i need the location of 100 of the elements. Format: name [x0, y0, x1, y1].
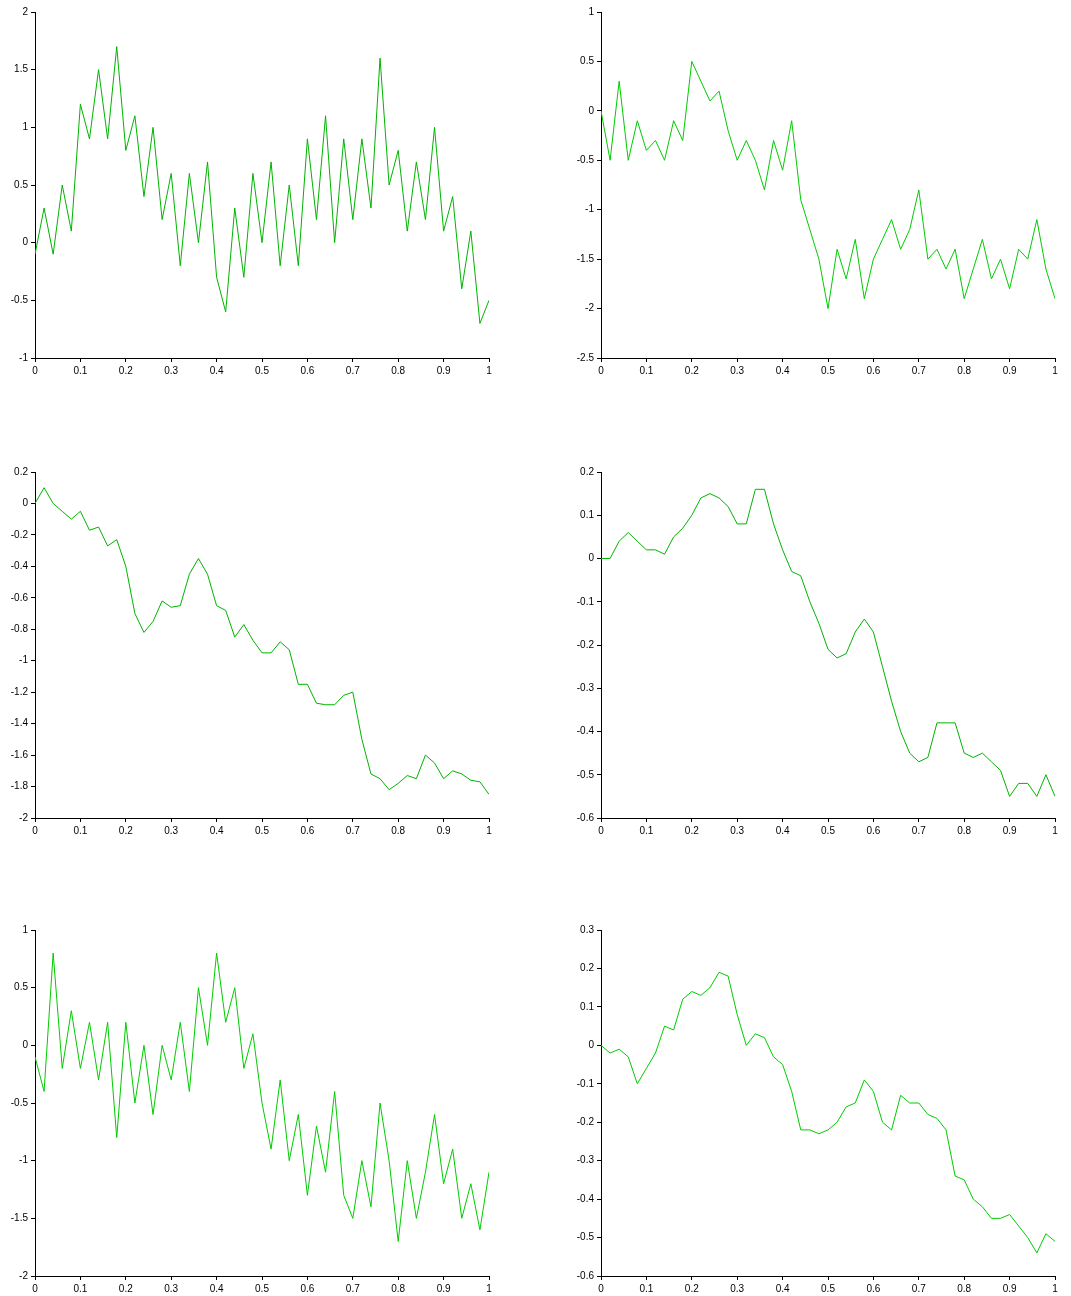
- y-tick-label: -0.5: [10, 294, 29, 306]
- x-tick-label: 0.4: [775, 824, 790, 836]
- x-tick-label: 0.2: [684, 824, 700, 836]
- x-tick-label: 0.7: [345, 1282, 361, 1294]
- y-tick-label: -0.3: [576, 1154, 595, 1166]
- x-tick-label: 0.6: [300, 364, 315, 376]
- y-tick-label: -0.4: [576, 725, 595, 737]
- x-tick-label: 0.7: [911, 364, 927, 376]
- x-tick-label: 1: [1052, 824, 1059, 836]
- y-tick-label: -0.2: [576, 1115, 595, 1127]
- x-tick-label: 0.3: [164, 364, 179, 376]
- y-tick-label: 0: [22, 497, 29, 509]
- x-tick-label: 0.7: [345, 824, 361, 836]
- x-tick-label: 0.1: [73, 364, 88, 376]
- y-tick-label: -0.6: [576, 1269, 595, 1281]
- x-tick-label: 0.7: [911, 1282, 927, 1294]
- x-tick-label: 0.2: [118, 364, 134, 376]
- x-tick-label: 0: [32, 1282, 39, 1294]
- y-tick-label: -0.1: [576, 1077, 595, 1089]
- y-tick-label: 0.2: [580, 465, 595, 477]
- y-tick-label: -2: [19, 811, 29, 823]
- x-tick-label: 0.1: [73, 1282, 88, 1294]
- x-tick-label: 0.9: [436, 824, 451, 836]
- y-tick-label: 0: [22, 236, 29, 248]
- x-tick-label: 0.5: [255, 364, 270, 376]
- y-tick-label: -0.5: [10, 1096, 29, 1108]
- x-tick-label: 0.2: [684, 364, 700, 376]
- x-tick-label: 0.8: [391, 824, 406, 836]
- y-tick-label: -1.5: [10, 1212, 29, 1224]
- y-tick-label: 0: [588, 1039, 595, 1051]
- y-tick-label: -1.2: [10, 685, 29, 697]
- x-tick-label: 0.2: [118, 1282, 134, 1294]
- y-tick-label: 0.1: [580, 1000, 595, 1012]
- x-tick-label: 0.5: [821, 824, 836, 836]
- y-tick-label: -0.8: [10, 623, 29, 635]
- x-tick-label: 0.7: [911, 824, 927, 836]
- y-tick-label: -0.4: [10, 560, 29, 572]
- x-tick-label: 0.3: [730, 824, 745, 836]
- x-tick-label: 0.9: [436, 364, 451, 376]
- x-tick-label: 0.9: [1002, 824, 1017, 836]
- x-tick-label: 0.5: [821, 1282, 836, 1294]
- x-tick-label: 0.4: [209, 364, 224, 376]
- x-tick-label: 0.4: [775, 364, 790, 376]
- y-tick-label: 0: [22, 1039, 29, 1051]
- x-tick-label: 0.8: [957, 364, 972, 376]
- x-tick-label: 0.2: [118, 824, 134, 836]
- y-tick-label: -1: [19, 1154, 29, 1166]
- y-tick-label: -0.3: [576, 682, 595, 693]
- x-tick-label: 1: [1052, 364, 1059, 376]
- y-tick-label: -1.5: [576, 252, 595, 264]
- y-tick-label: 0.5: [580, 55, 595, 67]
- x-tick-label: 0.9: [1002, 1282, 1017, 1294]
- x-tick-label: 0.4: [209, 1282, 224, 1294]
- x-tick-label: 0: [32, 824, 39, 836]
- y-tick-label: 0.2: [580, 962, 595, 974]
- x-tick-label: 0: [32, 364, 39, 376]
- y-tick-label: -1: [585, 203, 595, 215]
- y-tick-label: -0.5: [576, 1231, 595, 1243]
- x-tick-label: 0.3: [164, 824, 179, 836]
- y-tick-label: 0.5: [14, 981, 29, 993]
- x-tick-label: 0.8: [391, 1282, 406, 1294]
- y-tick-label: -1: [19, 654, 29, 666]
- y-tick-label: 0.2: [14, 465, 29, 477]
- x-tick-label: 0.6: [300, 1282, 315, 1294]
- x-tick-label: 0.3: [164, 1282, 179, 1294]
- x-tick-label: 0.6: [300, 824, 315, 836]
- y-tick-label: 0.3: [580, 923, 595, 935]
- x-tick-label: 0.8: [957, 824, 972, 836]
- x-tick-label: 0.9: [1002, 364, 1017, 376]
- x-tick-label: 0.1: [639, 364, 654, 376]
- y-tick-label: 1.5: [14, 63, 29, 75]
- x-tick-label: 0.4: [209, 824, 224, 836]
- x-tick-label: 1: [486, 1282, 493, 1294]
- y-tick-label: -2: [19, 1269, 29, 1281]
- y-tick-label: -1.6: [10, 748, 29, 760]
- x-tick-label: 0.1: [639, 1282, 654, 1294]
- y-tick-label: 0: [588, 104, 595, 116]
- y-tick-label: -0.2: [576, 638, 595, 650]
- x-tick-label: 0: [598, 824, 605, 836]
- x-tick-label: 0.1: [73, 824, 88, 836]
- x-tick-label: 0.7: [345, 364, 361, 376]
- y-tick-label: -2: [585, 302, 595, 314]
- y-tick-label: -1.4: [10, 717, 29, 729]
- y-tick-label: -0.2: [10, 528, 29, 540]
- y-tick-label: -0.6: [576, 811, 595, 823]
- x-tick-label: 1: [486, 364, 493, 376]
- y-tick-label: -0.6: [10, 591, 29, 603]
- y-tick-label: 2: [22, 5, 29, 17]
- x-tick-label: 1: [486, 824, 493, 836]
- x-tick-label: 0.1: [639, 824, 654, 836]
- y-tick-label: 1: [22, 121, 29, 133]
- x-tick-label: 0.5: [821, 364, 836, 376]
- x-tick-label: 0.8: [391, 364, 406, 376]
- y-tick-label: -1.8: [10, 780, 29, 792]
- y-tick-label: -0.4: [576, 1192, 595, 1204]
- y-tick-label: 0.5: [14, 178, 29, 190]
- x-tick-label: 0.5: [255, 1282, 270, 1294]
- x-tick-label: 0: [598, 364, 605, 376]
- x-tick-label: 0.2: [684, 1282, 700, 1294]
- x-tick-label: 0.4: [775, 1282, 790, 1294]
